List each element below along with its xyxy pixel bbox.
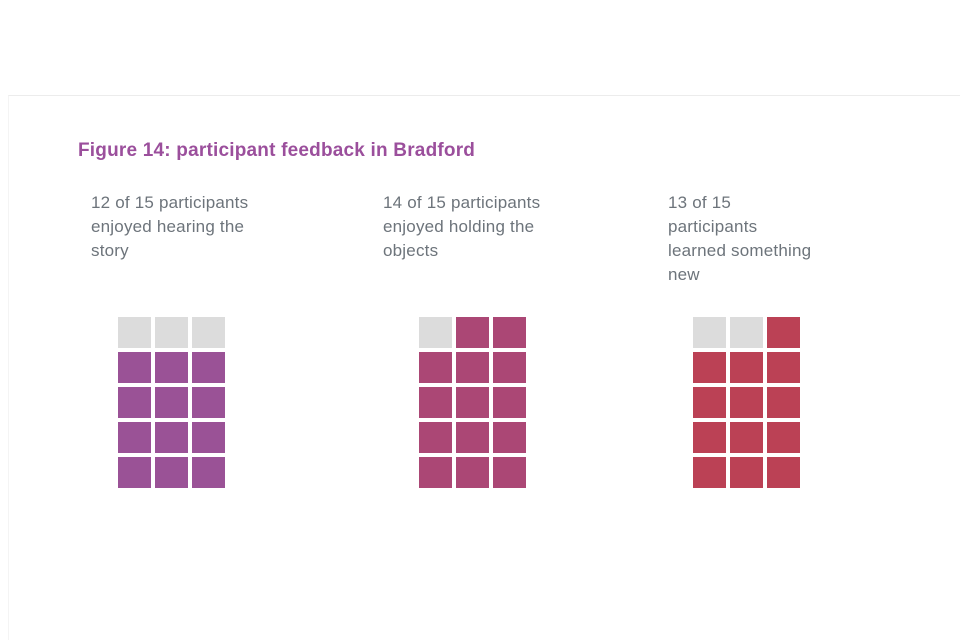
- waffle-cell-empty: [155, 317, 188, 348]
- waffle-cell-filled: [419, 387, 452, 418]
- waffle-cell-empty: [693, 317, 726, 348]
- waffle-cell-filled: [456, 457, 489, 488]
- waffle-cell-filled: [493, 317, 526, 348]
- waffle-cell-filled: [730, 352, 763, 383]
- waffle-cell-filled: [767, 317, 800, 348]
- waffle-cell-filled: [456, 352, 489, 383]
- waffle-cell-filled: [493, 422, 526, 453]
- waffle-cell-filled: [693, 422, 726, 453]
- waffle-grid-holding-objects: [419, 317, 526, 488]
- waffle-cell-filled: [767, 352, 800, 383]
- waffle-cell-empty: [730, 317, 763, 348]
- waffle-cell-filled: [693, 387, 726, 418]
- waffle-cell-filled: [192, 352, 225, 383]
- waffle-cell-filled: [730, 457, 763, 488]
- waffle-cell-filled: [730, 387, 763, 418]
- waffle-grid-hearing-story: [118, 317, 225, 488]
- waffle-cell-filled: [730, 422, 763, 453]
- waffle-cell-filled: [118, 387, 151, 418]
- waffle-cell-filled: [419, 457, 452, 488]
- waffle-cell-filled: [192, 387, 225, 418]
- waffle-cell-filled: [155, 422, 188, 453]
- waffle-cell-filled: [155, 352, 188, 383]
- waffle-cell-empty: [118, 317, 151, 348]
- chart-label-holding-objects: 14 of 15 participants enjoyed holding th…: [383, 193, 541, 260]
- waffle-cell-filled: [192, 422, 225, 453]
- waffle-cell-filled: [493, 457, 526, 488]
- waffle-cell-filled: [456, 422, 489, 453]
- waffle-cell-empty: [419, 317, 452, 348]
- waffle-cell-empty: [192, 317, 225, 348]
- waffle-grid-learned-new: [693, 317, 800, 488]
- waffle-cell-filled: [419, 352, 452, 383]
- waffle-cell-filled: [118, 457, 151, 488]
- waffle-cell-filled: [456, 317, 489, 348]
- waffle-cell-filled: [493, 352, 526, 383]
- waffle-cell-filled: [456, 387, 489, 418]
- waffle-cell-filled: [767, 387, 800, 418]
- waffle-cell-filled: [118, 422, 151, 453]
- chart-label-learned-new: 13 of 15 participants learned something …: [668, 193, 812, 284]
- waffle-cell-filled: [155, 457, 188, 488]
- waffle-cell-filled: [693, 457, 726, 488]
- waffle-cell-filled: [118, 352, 151, 383]
- waffle-cell-filled: [767, 457, 800, 488]
- waffle-cell-filled: [767, 422, 800, 453]
- waffle-cell-filled: [693, 352, 726, 383]
- waffle-cell-filled: [419, 422, 452, 453]
- figure-title: Figure 14: participant feedback in Bradf…: [78, 140, 476, 161]
- waffle-cell-filled: [493, 387, 526, 418]
- chart-label-hearing-story: 12 of 15 participants enjoyed hearing th…: [91, 193, 249, 260]
- waffle-cell-filled: [155, 387, 188, 418]
- waffle-cell-filled: [192, 457, 225, 488]
